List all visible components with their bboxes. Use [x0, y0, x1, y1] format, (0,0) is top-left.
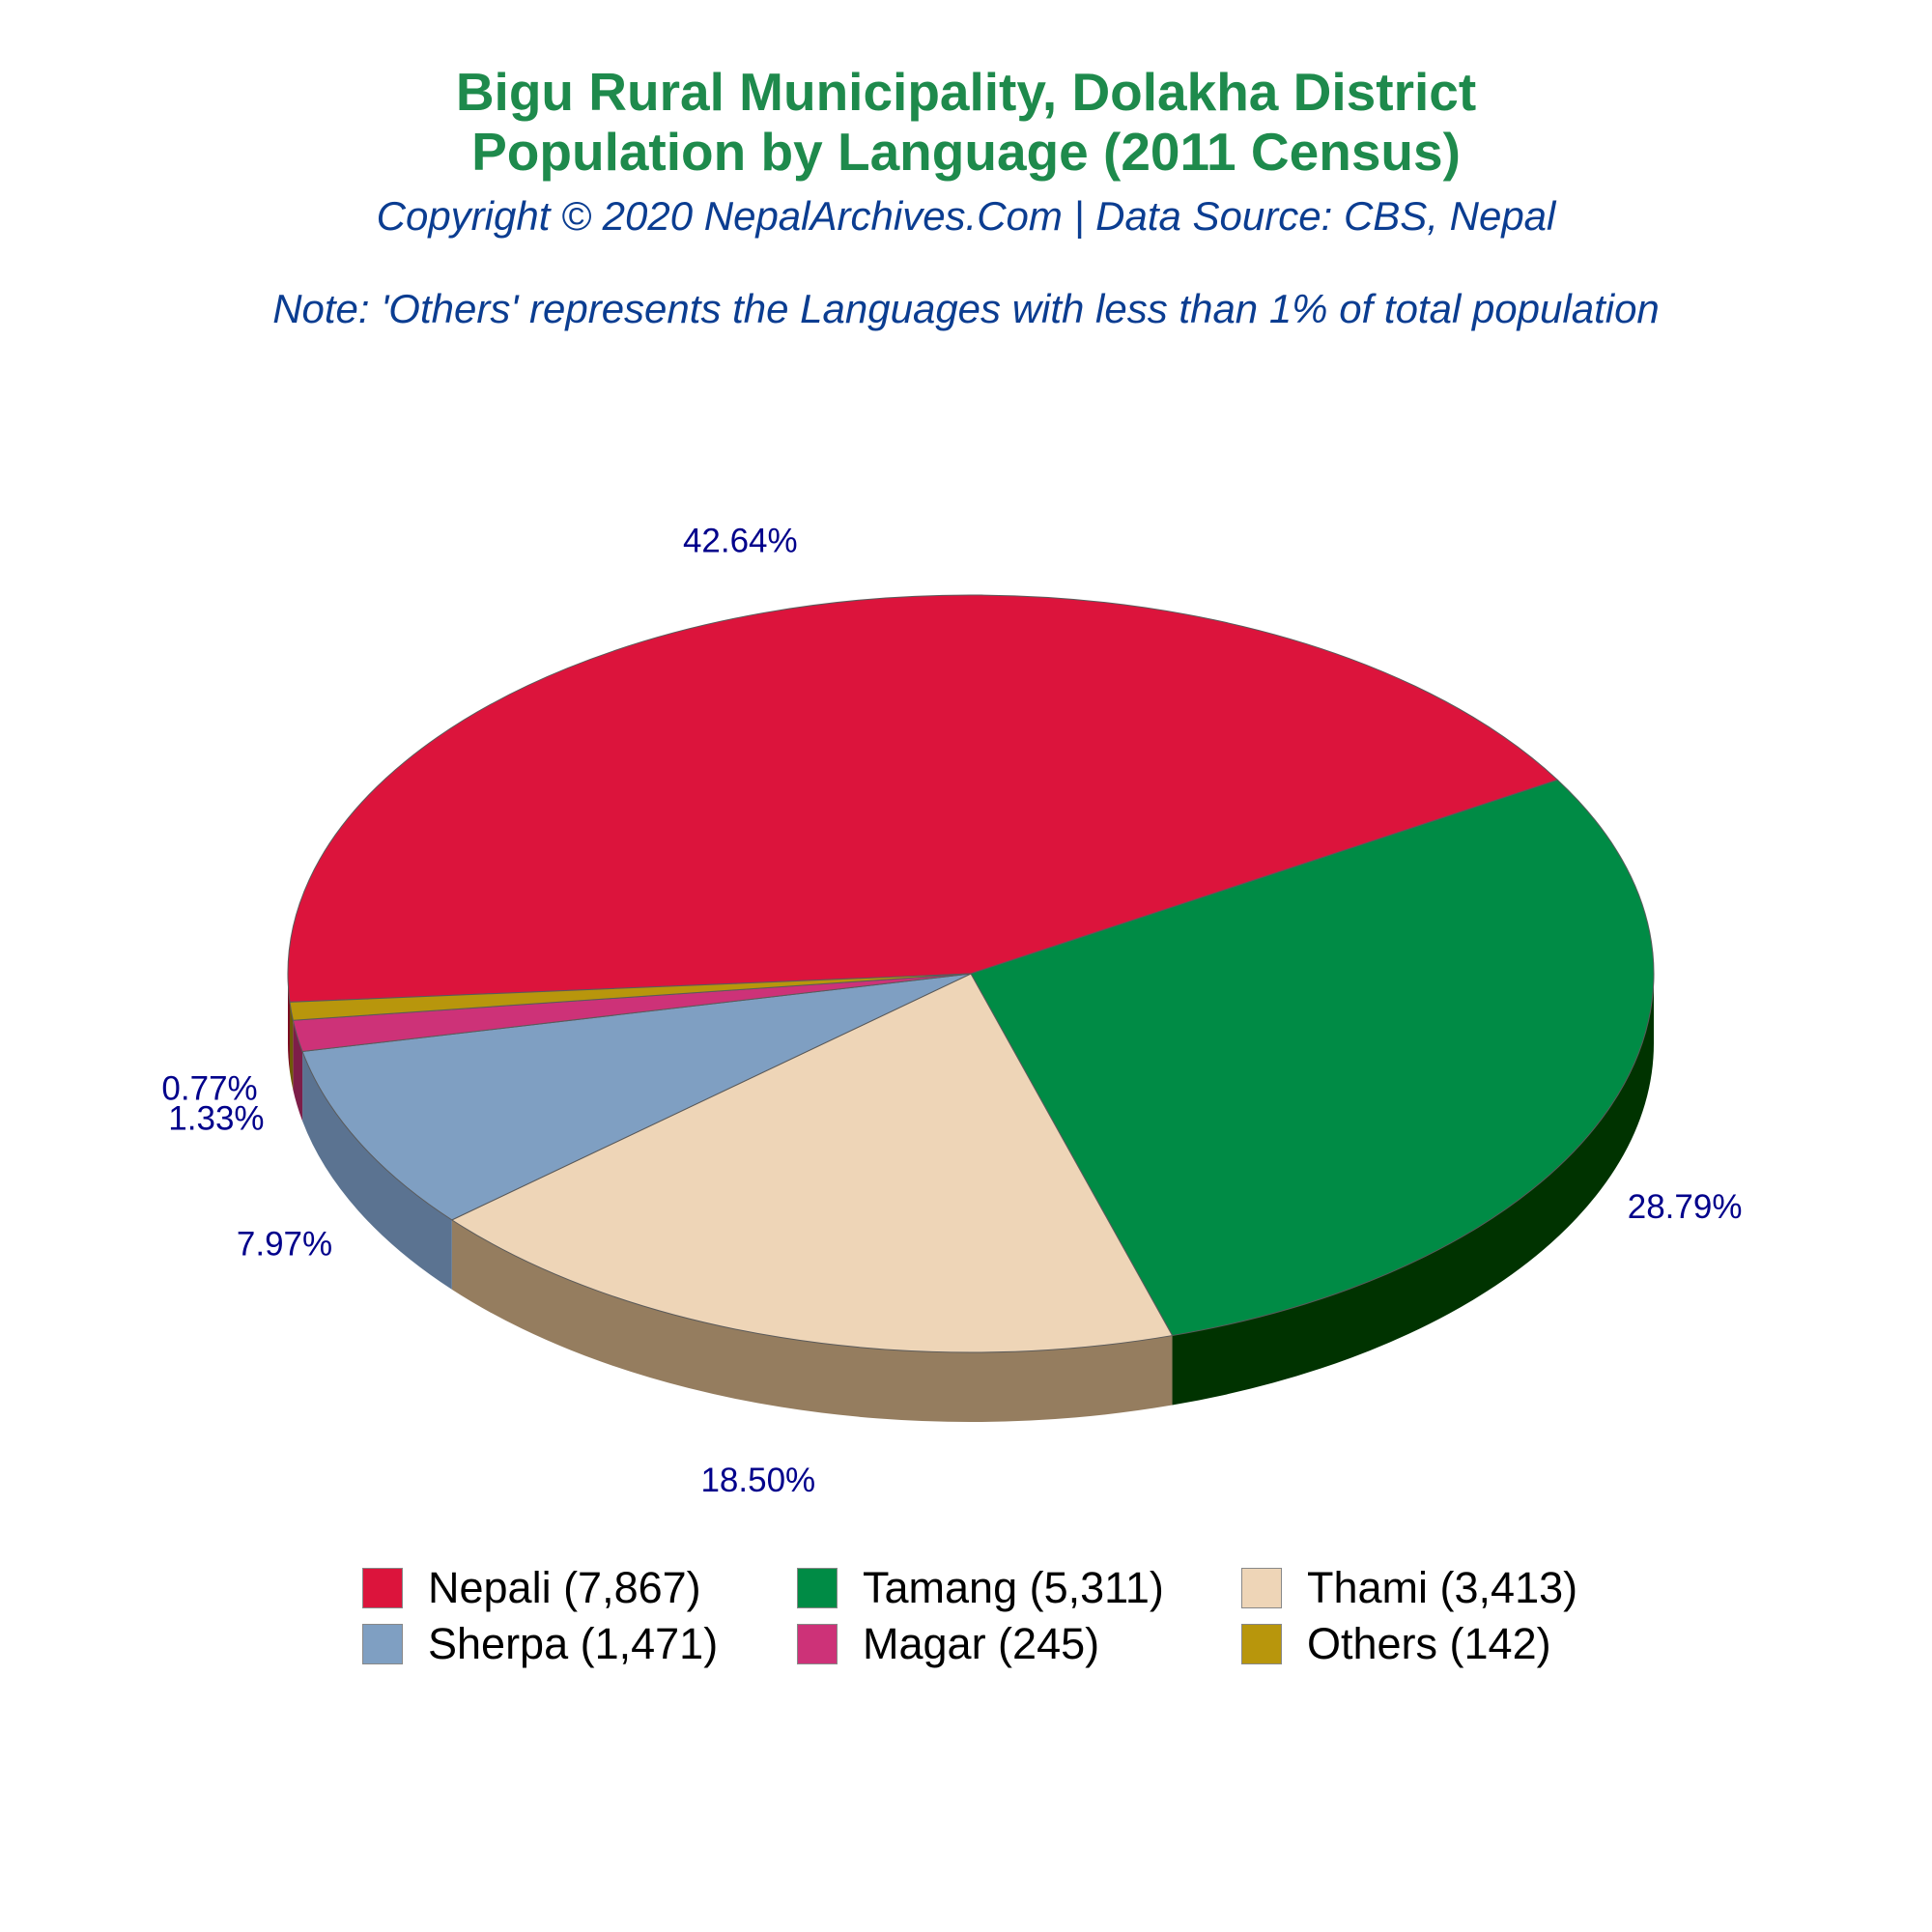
pie-side-others — [289, 1002, 294, 1091]
legend-swatch-thami — [1241, 1568, 1282, 1608]
chart-note: Note: 'Others' represents the Languages … — [272, 286, 1660, 331]
legend-swatch-magar — [797, 1624, 838, 1664]
chart-subtitle: Copyright © 2020 NepalArchives.Com | Dat… — [376, 193, 1556, 239]
pie-slice-others — [289, 973, 972, 1021]
pie-top — [287, 594, 1655, 1353]
pie-label-others: 0.77% — [161, 1070, 257, 1108]
pie-slice-sherpa — [301, 973, 972, 1221]
legend-label-magar: Magar (245) — [863, 1619, 1100, 1668]
pie-slice-thami — [450, 973, 1174, 1353]
legend-label-others: Others (142) — [1307, 1619, 1551, 1668]
legend-swatch-tamang — [797, 1568, 838, 1608]
legend-item-others: Others (142) — [1241, 1619, 1551, 1669]
pie-side-thami — [451, 1219, 1173, 1422]
pie-label-sherpa: 7.97% — [237, 1226, 332, 1264]
legend-item-sherpa: Sherpa (1,471) — [362, 1619, 718, 1669]
pie-label-tamang: 28.79% — [1628, 1188, 1743, 1226]
legend-item-tamang: Tamang (5,311) — [797, 1563, 1164, 1613]
pie-label-magar: 1.33% — [168, 1099, 264, 1137]
legend-swatch-nepali — [362, 1568, 403, 1608]
legend-item-nepali: Nepali (7,867) — [362, 1563, 701, 1613]
legend-item-magar: Magar (245) — [797, 1619, 1099, 1669]
pie-label-nepali: 42.64% — [683, 522, 798, 559]
chart-title-line-1: Bigu Rural Municipality, Dolakha Distric… — [455, 62, 1477, 122]
chart-title-line-2: Population by Language (2011 Census) — [471, 122, 1461, 182]
pie-slice-nepali — [287, 594, 1559, 1003]
legend-label-thami: Thami (3,413) — [1307, 1563, 1578, 1612]
pie-side-nepali — [288, 974, 290, 1072]
legend-label-sherpa: Sherpa (1,471) — [428, 1619, 719, 1668]
pie-side-sherpa — [302, 1051, 452, 1290]
legend-item-thami: Thami (3,413) — [1241, 1563, 1577, 1613]
pie-side-tamang — [1172, 974, 1654, 1406]
legend-swatch-others — [1241, 1624, 1282, 1664]
legend-label-nepali: Nepali (7,867) — [428, 1563, 701, 1612]
legend-label-tamang: Tamang (5,311) — [863, 1563, 1164, 1612]
legend-swatch-sherpa — [362, 1624, 403, 1664]
pie-slice-tamang — [970, 779, 1655, 1337]
pie-label-thami: 18.50% — [700, 1462, 815, 1499]
pie-labels: 42.64% 28.79% 18.50% 7.97% 1.33%0.77% — [161, 522, 1742, 1498]
